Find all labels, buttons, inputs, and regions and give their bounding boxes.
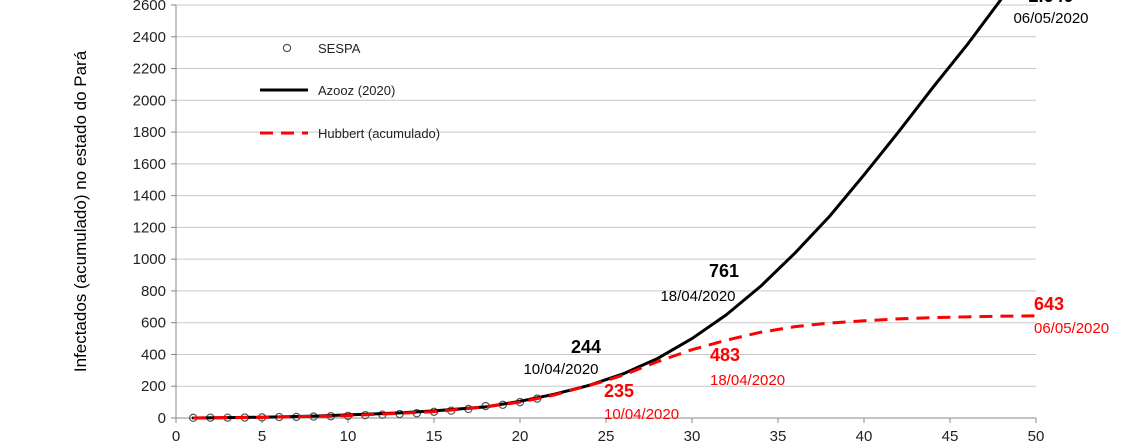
y-tick-label: 200 <box>141 378 166 395</box>
annotation-value: 483 <box>710 345 740 365</box>
y-tick-label: 800 <box>141 283 166 300</box>
x-tick-label: 35 <box>770 428 787 445</box>
x-tick-label: 40 <box>856 428 873 445</box>
y-tick-label: 2600 <box>133 0 166 14</box>
y-tick-label: 1600 <box>133 156 166 173</box>
y-tick-label: 1000 <box>133 251 166 268</box>
y-tick-label: 1400 <box>133 188 166 205</box>
annotation-value: 235 <box>604 381 634 401</box>
x-tick-label: 30 <box>684 428 701 445</box>
legend: SESPA Azooz (2020) Hubbert (acumulado) <box>260 41 440 141</box>
y-tick-label: 2200 <box>133 61 166 78</box>
x-tick-label: 20 <box>512 428 529 445</box>
y-tick-label: 2400 <box>133 29 166 46</box>
x-tick-label: 50 <box>1028 428 1045 445</box>
y-tick-label: 0 <box>158 410 166 427</box>
y-tick-label: 2000 <box>133 92 166 109</box>
azooz-series-line <box>191 0 1003 420</box>
x-tick-label: 15 <box>426 428 443 445</box>
annotation-value: 761 <box>709 261 739 281</box>
annotations: 244 10/04/2020 761 18/04/2020 2.640 06/05/202… <box>523 0 1109 423</box>
y-tick-label: 1200 <box>133 219 166 236</box>
annotation-date: 10/04/2020 <box>523 361 598 378</box>
annotation-date: 06/05/2020 <box>1034 320 1109 337</box>
series-layer <box>188 0 1037 423</box>
x-tick-label: 5 <box>258 428 266 445</box>
x-tick-label: 0 <box>172 428 180 445</box>
legend-marker <box>282 43 292 53</box>
legend-entry: SESPA <box>318 41 361 56</box>
y-tick-label: 600 <box>141 315 166 332</box>
annotation-date: 06/05/2020 <box>1013 10 1088 27</box>
grid <box>176 4 1036 419</box>
legend-entry: Hubbert (acumulado) <box>318 126 440 141</box>
annotation-date: 18/04/2020 <box>710 372 785 389</box>
y-tick-label: 400 <box>141 346 166 363</box>
annotation-value: 643 <box>1034 294 1064 314</box>
x-tick-label: 10 <box>340 428 357 445</box>
x-tick-label: 45 <box>942 428 959 445</box>
annotation-value: 2.640 <box>1028 0 1073 6</box>
annotation-date: 18/04/2020 <box>660 288 735 305</box>
hubbert-series-line <box>193 314 1037 420</box>
x-tick-label: 25 <box>598 428 615 445</box>
annotation-date: 10/04/2020 <box>604 406 679 423</box>
y-tick-label: 1800 <box>133 124 166 141</box>
y-axis-label: Infectados (acumulado) no estado do Pará <box>71 50 90 372</box>
legend-entry: Azooz (2020) <box>318 83 395 98</box>
annotation-value: 244 <box>571 337 601 357</box>
axes: 0200400600800100012001400160018002000220… <box>133 0 1045 445</box>
